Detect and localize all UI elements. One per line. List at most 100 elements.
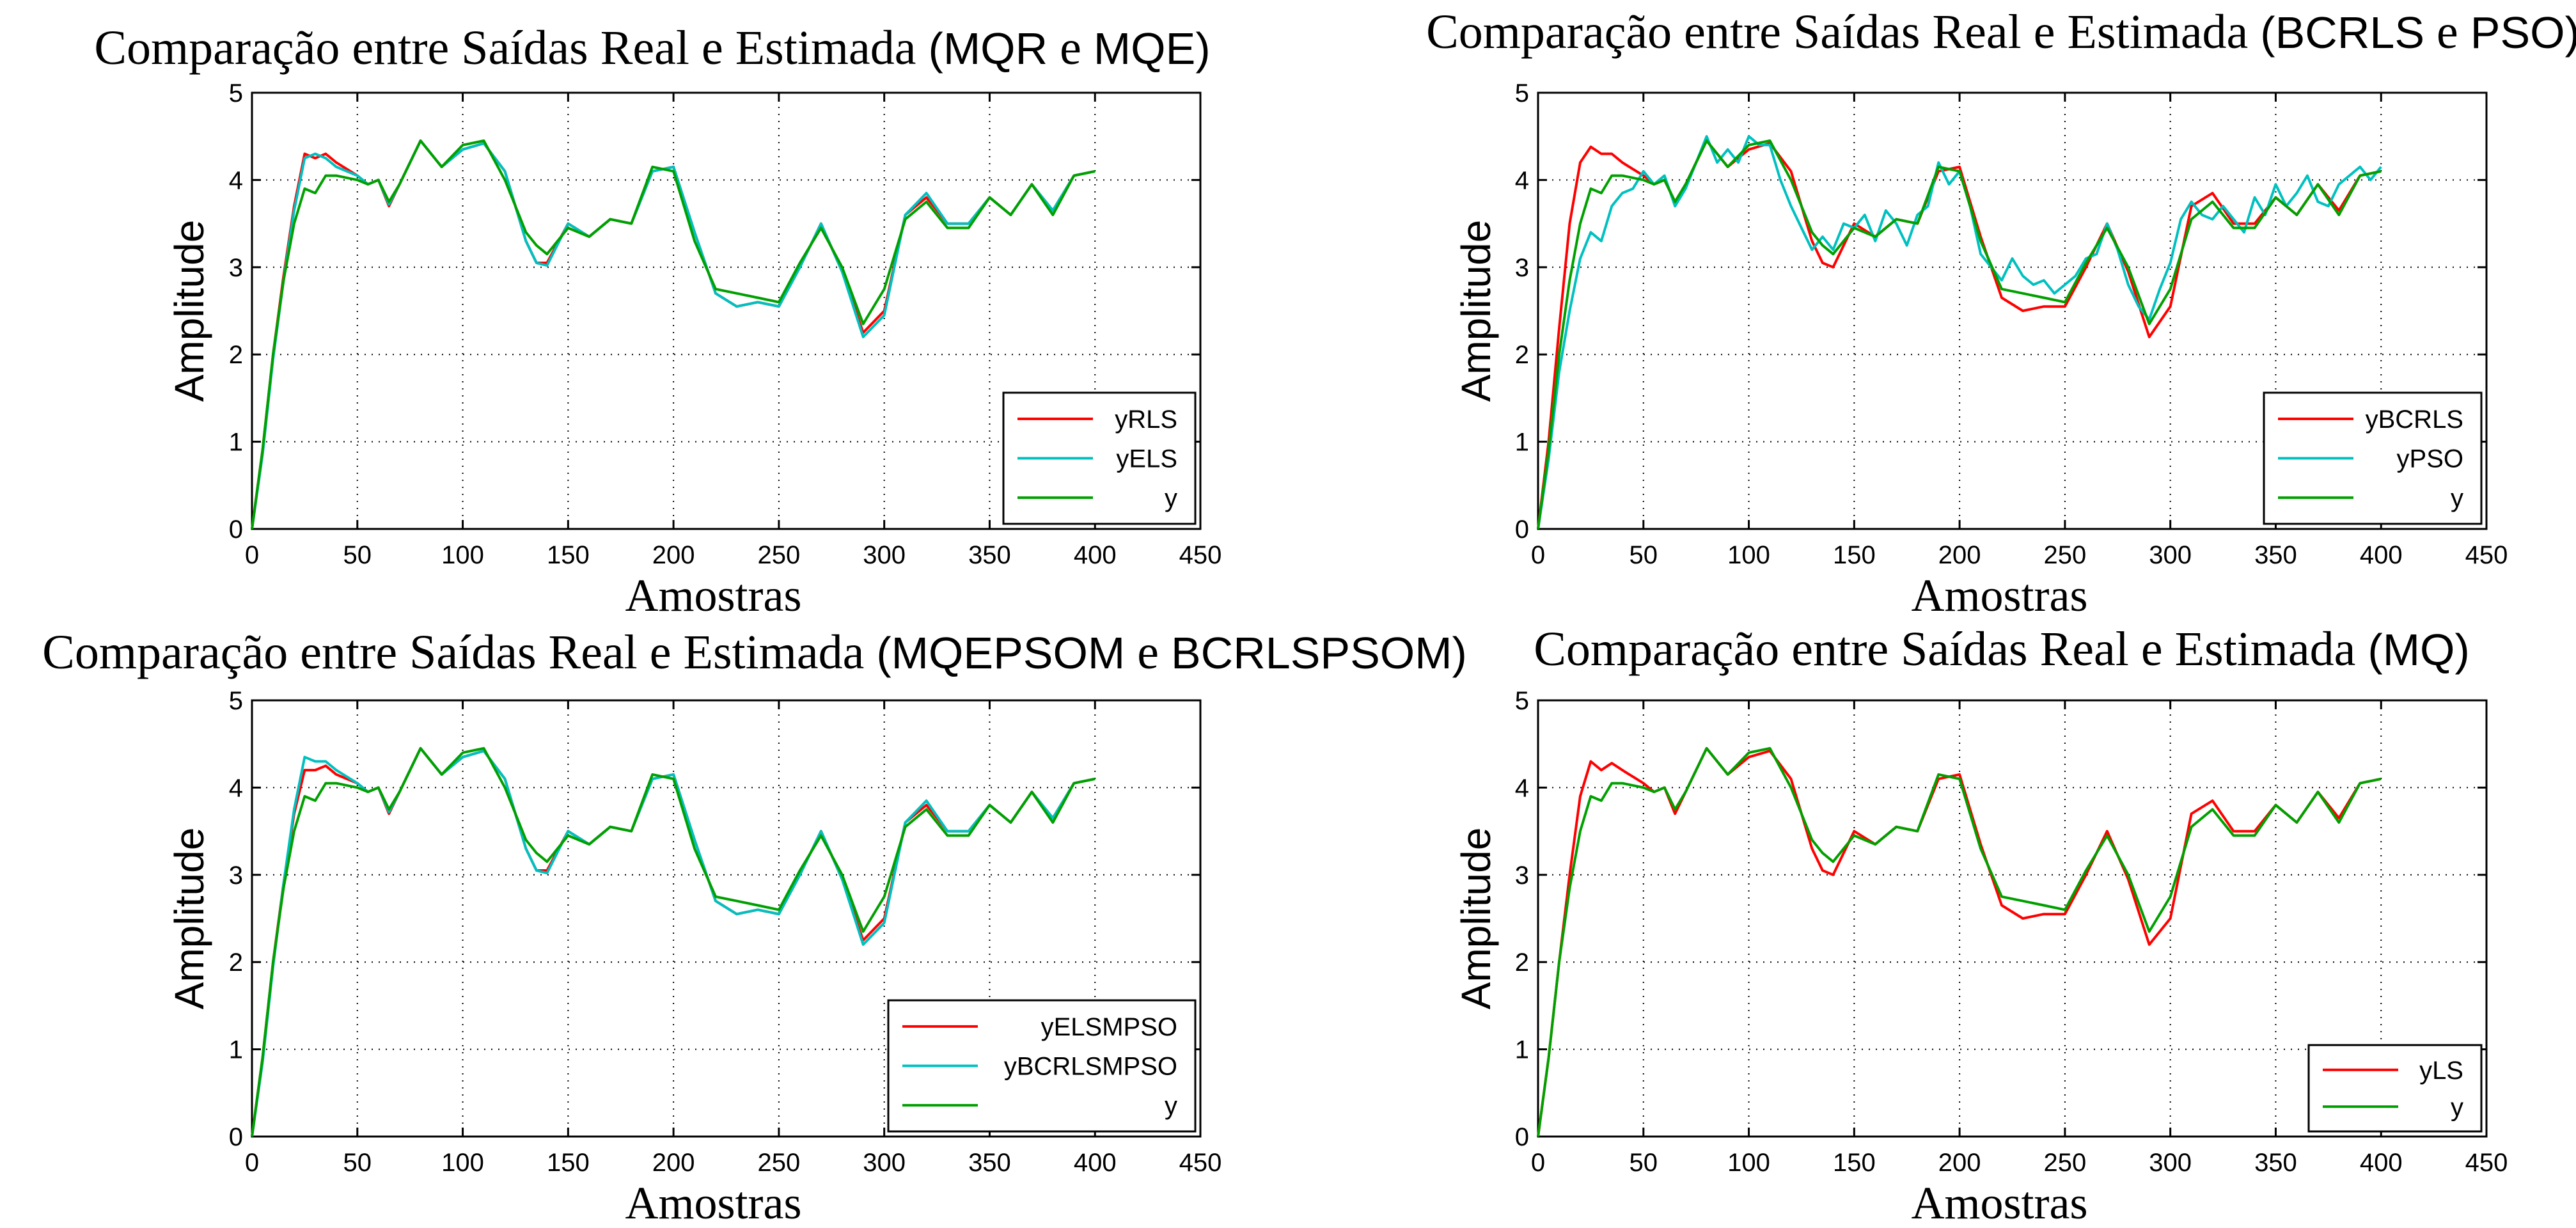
y-tick-label: 2 [229, 949, 243, 977]
chart-panel-4: Comparação entre Saídas Real e Estimada … [1453, 622, 2508, 1228]
x-tick-label: 450 [2465, 541, 2508, 569]
x-tick-label: 350 [2254, 1149, 2297, 1177]
y-tick-label: 2 [1515, 341, 1529, 369]
y-tick-label: 1 [1515, 429, 1529, 457]
x-tick-label: 300 [2149, 541, 2192, 569]
legend-label: yBCRLS [2366, 405, 2463, 434]
x-tick-label: 100 [1727, 541, 1770, 569]
series-line-y [251, 747, 1096, 1137]
y-tick-label: 0 [229, 516, 243, 544]
chart-panel-1: Comparação entre Saídas Real e Estimada … [94, 21, 1221, 621]
plot-area-frame [1537, 91, 2488, 530]
chart-title: Comparação entre Saídas Real e Estimada … [94, 21, 1210, 75]
title-method-b: MQE) [1094, 24, 1211, 74]
legend: yBCRLS yPSO y [2263, 391, 2483, 525]
y-tick-label: 5 [1515, 687, 1529, 715]
legend-label: yELS [1116, 445, 1177, 473]
x-tick-label: 150 [1833, 541, 1876, 569]
y-tick-label: 2 [1515, 949, 1529, 977]
x-tick-label: 300 [863, 1149, 906, 1177]
legend-label: yBCRLSMPSO [1004, 1053, 1177, 1081]
title-space [2248, 5, 2260, 59]
y-tick-label: 4 [229, 166, 243, 194]
y-tick-label: 5 [1515, 79, 1529, 107]
title-space [916, 21, 929, 75]
title-method-a: (MQ) [2368, 625, 2469, 675]
x-tick-label: 150 [547, 541, 590, 569]
x-tick-label: 350 [968, 1149, 1011, 1177]
legend-label: yPSO [2397, 445, 2463, 473]
title-space [2355, 622, 2368, 676]
x-tick-label: 350 [968, 541, 1011, 569]
plot-area-frame [251, 699, 1202, 1138]
legend: yRLS yELS y [1002, 391, 1197, 525]
legend-label: yRLS [1115, 405, 1177, 434]
chart-title: Comparação entre Saídas Real e Estimada … [1426, 5, 2576, 59]
y-tick-label: 1 [229, 1036, 243, 1064]
x-tick-label: 400 [1074, 541, 1117, 569]
series-line-y [1537, 139, 2382, 530]
x-tick-label: 300 [2149, 1149, 2192, 1177]
y-axis-label: Amplitude [166, 828, 212, 1010]
x-tick-label: 250 [758, 1149, 801, 1177]
legend: yLS y [2307, 1044, 2483, 1133]
x-tick-label: 0 [1531, 541, 1545, 569]
legend-label: yELSMPSO [1041, 1013, 1177, 1041]
x-tick-label: 200 [652, 541, 695, 569]
title-method-a: (MQR [929, 24, 1048, 74]
series-line-y [251, 139, 1096, 530]
x-tick-label: 100 [1727, 1149, 1770, 1177]
legend: yELSMPSO yBCRLSMPSO y [887, 999, 1197, 1133]
x-tick-label: 200 [1938, 1149, 1981, 1177]
legend-label: yLS [2419, 1057, 2463, 1085]
y-tick-label: 3 [1515, 862, 1529, 890]
plot-area-frame [251, 91, 1202, 530]
x-tick-label: 100 [441, 1149, 484, 1177]
title-space [864, 626, 876, 679]
y-tick-label: 2 [229, 341, 243, 369]
legend-label: y [2451, 1093, 2463, 1121]
y-tick-label: 4 [1515, 166, 1529, 194]
title-main: Comparação entre Saídas Real e Estimada [1426, 5, 2248, 59]
plot-area-frame [1537, 699, 2488, 1138]
y-tick-label: 3 [1515, 254, 1529, 282]
title-method-b: PSO) [2470, 8, 2576, 58]
legend-box [2307, 1044, 2483, 1133]
x-tick-label: 250 [2044, 1149, 2087, 1177]
y-axis-label: Amplitude [1453, 220, 1499, 402]
title-main: Comparação entre Saídas Real e Estimada [42, 626, 864, 679]
x-tick-label: 150 [1833, 1149, 1876, 1177]
x-tick-label: 150 [547, 1149, 590, 1177]
x-axis-label: Amostras [1912, 1177, 2088, 1228]
title-main: Comparação entre Saídas Real e Estimada [1534, 622, 2355, 676]
x-tick-label: 400 [2360, 541, 2403, 569]
y-tick-label: 5 [229, 687, 243, 715]
y-axis-label: Amplitude [1453, 828, 1499, 1010]
y-tick-label: 0 [1515, 516, 1529, 544]
x-tick-label: 450 [2465, 1149, 2508, 1177]
y-tick-label: 1 [1515, 1036, 1529, 1064]
title-conjunction: e [2424, 5, 2470, 59]
x-axis-label: Amostras [1912, 570, 2088, 621]
x-tick-label: 250 [758, 541, 801, 569]
x-tick-label: 400 [1074, 1149, 1117, 1177]
y-tick-label: 3 [229, 254, 243, 282]
chart-title: Comparação entre Saídas Real e Estimada … [42, 626, 1467, 679]
y-tick-label: 4 [1515, 774, 1529, 802]
x-tick-label: 200 [652, 1149, 695, 1177]
y-tick-label: 1 [229, 429, 243, 457]
x-axis-label: Amostras [625, 1177, 802, 1228]
grid [1538, 93, 2486, 529]
legend-label: y [1165, 484, 1177, 512]
y-axis-label: Amplitude [166, 220, 212, 402]
x-tick-label: 450 [1179, 1149, 1222, 1177]
x-tick-label: 50 [343, 541, 372, 569]
title-conjunction: e [1048, 21, 1094, 75]
x-tick-label: 200 [1938, 541, 1981, 569]
chart-panel-3: Comparação entre Saídas Real e Estimada … [42, 626, 1467, 1228]
x-tick-label: 450 [1179, 541, 1222, 569]
chart-panel-2: Comparação entre Saídas Real e Estimada … [1426, 5, 2576, 621]
x-tick-label: 400 [2360, 1149, 2403, 1177]
x-tick-label: 250 [2044, 541, 2087, 569]
y-tick-label: 0 [229, 1123, 243, 1151]
